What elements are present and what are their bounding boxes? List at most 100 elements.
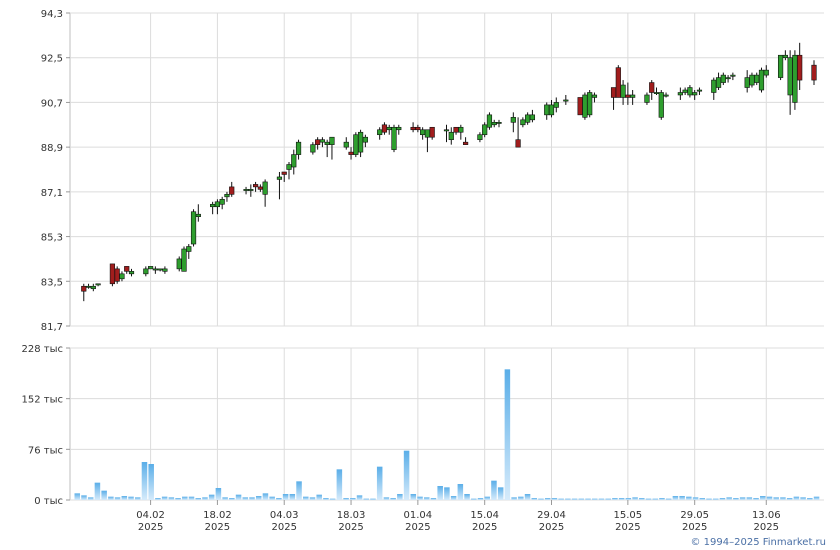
volume-bar [773, 497, 779, 500]
candle-up [787, 57, 793, 96]
candle-up [520, 119, 526, 126]
x-tick-day-label: 29.04 [537, 510, 566, 521]
volume-bar [370, 498, 376, 500]
volume-bar [148, 464, 154, 500]
price-candles [81, 42, 817, 302]
volume-bar [686, 496, 692, 500]
candle-down [410, 126, 416, 131]
x-tick-year-label: 2025 [615, 522, 640, 533]
price-tick-label: 83,5 [41, 277, 63, 288]
x-tick-year-label: 2025 [539, 522, 564, 533]
candle-down [625, 94, 631, 98]
candle-down [281, 171, 287, 175]
candle-down [114, 268, 120, 282]
x-tick-day-label: 13.06 [752, 510, 781, 521]
x-tick-year-label: 2025 [205, 522, 230, 533]
volume-bar [766, 496, 773, 500]
candle-down [649, 82, 655, 93]
volume-bar [303, 496, 309, 500]
volume-bar [652, 498, 659, 500]
x-tick-year-label: 2025 [272, 522, 297, 533]
price-axis: 94,3 92,5 90,7 88,9 87,1 85,3 83,5 81,7 [41, 9, 70, 333]
volume-bar [397, 494, 403, 500]
candle-up [391, 126, 397, 150]
x-tick-day-label: 04.02 [136, 510, 165, 521]
candle-up [777, 54, 784, 78]
volume-tick-label: 152 тыс [22, 395, 63, 406]
volume-bar [444, 487, 450, 500]
candle-up [744, 77, 750, 88]
volume-bar [208, 494, 215, 500]
volume-bars [74, 369, 820, 500]
candle-up [377, 129, 383, 136]
volume-bar [719, 498, 726, 500]
volume-bar [155, 498, 161, 500]
candle-up [682, 89, 688, 93]
volume-bar [195, 498, 201, 500]
x-tick-year-label: 2025 [405, 522, 430, 533]
volume-bar [323, 498, 329, 500]
volume-bar [585, 498, 591, 500]
price-tick-label: 94,3 [41, 9, 63, 20]
volume-bar [222, 497, 228, 500]
candle-up [353, 134, 359, 155]
candle-up [525, 114, 531, 123]
x-tick-day-label: 04.03 [270, 510, 299, 521]
volume-bar [813, 496, 820, 500]
candle-up [491, 122, 497, 126]
candle-up [553, 102, 559, 108]
volume-bar [726, 497, 732, 500]
candle-up [310, 144, 316, 153]
candle-up [276, 176, 283, 180]
candle-down [257, 186, 263, 190]
volume-bar [269, 496, 275, 500]
volume-bar [161, 496, 168, 500]
price-tick-label: 85,3 [41, 233, 63, 244]
candle-up [343, 141, 349, 148]
candle-up [510, 117, 516, 123]
candle-up [386, 126, 392, 131]
candle-up [582, 94, 588, 118]
volume-bar [807, 498, 813, 500]
candle-up [482, 124, 488, 136]
volume-bar [410, 494, 417, 500]
volume-axis: 228 тыс 152 тыс 76 тыс 0 тыс [22, 344, 70, 507]
x-tick-day-label: 18.02 [203, 510, 232, 521]
candle-down [348, 151, 354, 155]
candle-up [711, 79, 717, 93]
volume-bar [188, 496, 195, 500]
candle-up [190, 211, 197, 245]
volume-bar [101, 490, 107, 500]
candle-down [615, 67, 621, 98]
volume-bar [141, 462, 148, 500]
volume-bar [753, 498, 759, 500]
x-tick-year-label: 2025 [682, 522, 707, 533]
volume-bar [356, 495, 363, 500]
volume-bar [363, 498, 370, 500]
candle-up [295, 141, 302, 155]
volume-bar [511, 497, 517, 500]
volume-bar [437, 486, 443, 500]
price-tick-label: 90,7 [41, 98, 63, 109]
volume-bar [578, 498, 585, 500]
volume-bar [760, 496, 766, 500]
candle-up [658, 92, 664, 118]
candle-up [396, 126, 402, 131]
volume-bar [618, 498, 625, 500]
candle-down [381, 124, 388, 133]
candle-down [81, 285, 87, 292]
volume-bar [746, 497, 753, 500]
volume-bar [538, 498, 544, 500]
volume-bar [383, 497, 390, 500]
volume-bar [430, 498, 437, 500]
volume-bar [276, 498, 282, 500]
candle-up [85, 285, 92, 288]
candle-up [176, 258, 182, 270]
volume-bar [168, 497, 175, 500]
candle-down [462, 141, 469, 145]
volume-bar [524, 494, 531, 500]
volume-bar [175, 498, 181, 500]
volume-bar [733, 498, 739, 500]
candle-up [362, 136, 368, 143]
volume-bar [780, 497, 786, 500]
